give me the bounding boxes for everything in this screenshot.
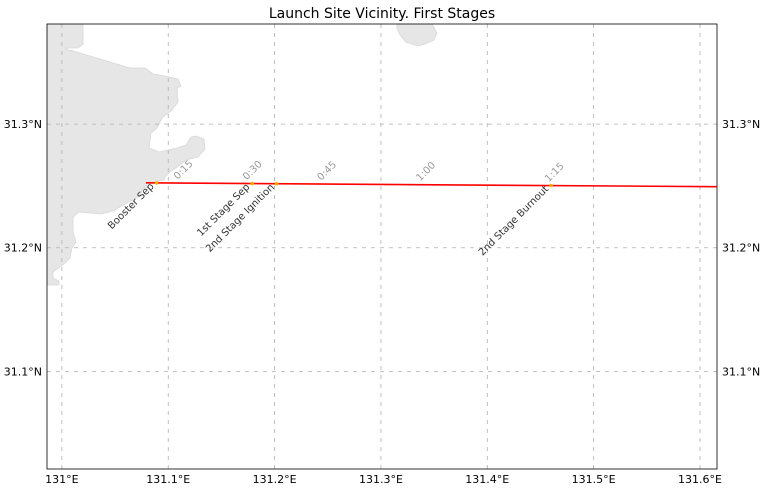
longitude-tick-label: 131.6°E bbox=[678, 473, 722, 486]
trajectory-line bbox=[145, 182, 718, 188]
longitude-tick-label: 131.3°E bbox=[359, 473, 403, 486]
time-mark-label: 0:45 bbox=[316, 159, 340, 183]
event-label: 2nd Stage Burnout bbox=[477, 184, 551, 258]
map-frame bbox=[46, 23, 718, 470]
latitude-tick-label-right: 31.1°N bbox=[722, 365, 760, 378]
island-north bbox=[396, 23, 438, 47]
longitude-tick-label: 131.1°E bbox=[146, 473, 190, 486]
latitude-tick-label-right: 31.3°N bbox=[722, 118, 760, 131]
time-mark-label: 1:15 bbox=[543, 161, 567, 185]
longitude-tick-label: 131.2°E bbox=[253, 473, 297, 486]
trajectory-layer bbox=[145, 182, 718, 188]
land-layer bbox=[46, 23, 438, 286]
time-marks: 0:15 0:30 0:45 1:00 1:15 bbox=[172, 158, 567, 184]
time-mark-label: 0:30 bbox=[241, 159, 265, 183]
coastline-landmass-west bbox=[46, 23, 206, 286]
longitude-tick-label: 131.5°E bbox=[572, 473, 616, 486]
axis-labels: 131°E 131.1°E 131.2°E 131.3°E 131.4°E 131.5°E… bbox=[4, 118, 760, 486]
latitude-tick-label-left: 31.3°N bbox=[4, 118, 42, 131]
gridlines bbox=[47, 24, 717, 469]
event-marker-dot bbox=[250, 181, 255, 186]
latitude-tick-label-left: 31.2°N bbox=[4, 242, 42, 255]
event-marker-dot bbox=[549, 183, 553, 188]
longitude-tick-label: 131.4°E bbox=[465, 473, 509, 486]
event-marker-dot bbox=[274, 181, 279, 186]
event-marker-dot bbox=[154, 181, 159, 185]
longitude-tick-label: 131°E bbox=[45, 473, 78, 486]
time-mark-label: 1:00 bbox=[414, 160, 438, 184]
latitude-tick-label-right: 31.2°N bbox=[722, 242, 760, 255]
latitude-tick-label-left: 31.1°N bbox=[4, 365, 42, 378]
map-title: Launch Site Vicinity. First Stages bbox=[269, 6, 495, 22]
